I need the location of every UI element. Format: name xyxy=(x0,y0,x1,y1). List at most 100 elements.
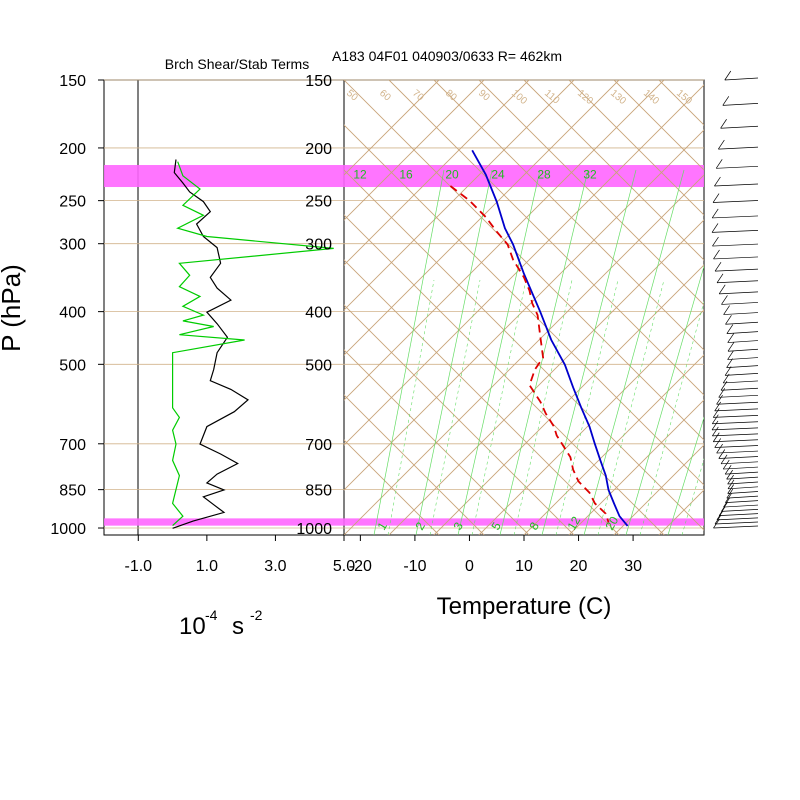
wind-barb xyxy=(725,500,759,503)
y-tick-label-right: 500 xyxy=(305,357,332,374)
wind-barb-flag xyxy=(722,96,730,106)
wind-barb-flag xyxy=(726,358,733,368)
adiabat-label: 100 xyxy=(509,88,529,107)
wind-barb-flag xyxy=(711,208,719,219)
mixing-ratio-line xyxy=(471,279,527,535)
wind-barb xyxy=(721,509,759,512)
dry-adiabat-line xyxy=(794,80,800,535)
x-label-unit-exp: -2 xyxy=(250,607,263,623)
wind-barb-flag xyxy=(727,333,735,343)
dry-adiabat-line xyxy=(388,80,704,396)
moist-adiabat-line xyxy=(667,416,704,535)
dry-adiabat-line xyxy=(344,304,575,535)
wind-barb-flag xyxy=(714,176,721,187)
dry-adiabat-line xyxy=(344,169,704,531)
moist-adiabat-label: 32 xyxy=(583,168,597,182)
wind-barb xyxy=(727,491,759,494)
wind-barbs xyxy=(711,70,759,529)
dry-adiabat-line xyxy=(344,439,440,535)
isotherm-line xyxy=(568,399,704,535)
wind-barb-flag xyxy=(711,420,719,431)
wind-barb-flag xyxy=(725,493,732,503)
wind-barb-flag xyxy=(720,454,728,465)
adiabat-label: 50 xyxy=(344,88,360,104)
wind-barb-flag xyxy=(713,249,720,260)
isotherm-line xyxy=(344,80,530,266)
wind-barb xyxy=(719,291,759,295)
series-line xyxy=(471,149,629,527)
wind-barb xyxy=(711,230,759,233)
mixing-ratio-line xyxy=(429,279,481,535)
wind-barb xyxy=(715,268,759,272)
moist-adiabat-label: 12 xyxy=(353,168,367,182)
x-tick-label-left: 5.0 xyxy=(333,558,355,575)
wind-barb xyxy=(716,280,759,284)
moist-adiabat-label: 16 xyxy=(399,168,413,182)
wind-barb-flag xyxy=(727,474,734,485)
wind-barb xyxy=(716,450,759,454)
isobar-lines xyxy=(104,79,704,529)
wind-barb-flag xyxy=(714,261,722,272)
y-tick-label-left: 700 xyxy=(59,437,86,454)
wind-barb-flag xyxy=(712,432,720,442)
wind-barb-flag xyxy=(724,70,732,81)
wind-barb-flag xyxy=(721,295,728,305)
dry-adiabat-line xyxy=(568,80,704,216)
wind-barb-flag xyxy=(718,139,725,150)
y-tick-label-left: 150 xyxy=(59,73,86,90)
mixing-ratio-line xyxy=(597,279,665,535)
dry-adiabat-line xyxy=(344,214,665,535)
wind-barb-flag xyxy=(718,388,726,398)
highlight-band xyxy=(104,165,704,188)
y-tick-label-left: 850 xyxy=(59,483,86,500)
isotherm-line xyxy=(344,80,440,176)
y-tick-label-left: 300 xyxy=(59,237,86,254)
dry-adiabat-line xyxy=(703,80,704,81)
series-line xyxy=(171,161,334,527)
mixing-ratio-line xyxy=(724,280,800,535)
y-tick-label-right: 150 xyxy=(305,73,332,90)
wind-barb xyxy=(713,439,759,443)
isotherm-line xyxy=(344,80,485,221)
series-line xyxy=(449,185,610,523)
wind-barb xyxy=(720,387,759,391)
moist-adiabat-line xyxy=(710,170,800,535)
moist-adiabat-line xyxy=(415,169,493,535)
wind-barb xyxy=(726,476,759,480)
wind-barb-flag xyxy=(714,438,722,448)
isotherm-line xyxy=(794,80,800,535)
wind-barb-flag xyxy=(720,119,727,129)
x-tick-label-right: 10 xyxy=(515,558,533,575)
y-tick-label-left: 400 xyxy=(59,305,86,322)
adiabat-label: 70 xyxy=(410,88,426,104)
dry-adiabat-line xyxy=(433,80,704,351)
x-tick-label-left: 1.0 xyxy=(196,558,218,575)
wind-barb-flag xyxy=(727,342,735,352)
wind-barb xyxy=(727,340,759,343)
wind-barb xyxy=(726,331,759,334)
wind-barb-flag xyxy=(720,381,728,391)
y-axis-label: P (hPa) xyxy=(0,264,26,352)
wind-barb-flag xyxy=(718,506,726,516)
adiabat-label: 60 xyxy=(377,88,393,104)
wind-barb-flag xyxy=(723,497,730,508)
x-tick-label-left: -1.0 xyxy=(124,558,152,575)
mixing-ratio-line xyxy=(555,279,619,535)
moist-adiabat-label: 24 xyxy=(491,168,505,182)
x-label-exp: -4 xyxy=(205,607,218,623)
wind-barb-flag xyxy=(716,443,723,454)
isotherm-line xyxy=(478,309,704,535)
adiabat-label: 150 xyxy=(674,88,694,107)
wind-barb xyxy=(716,401,759,405)
wind-barb xyxy=(712,433,759,437)
left-title: Brch Shear/Stab Terms xyxy=(165,56,309,72)
wind-barb xyxy=(726,495,759,499)
y-tick-label-right: 200 xyxy=(305,141,332,158)
mixing-ratio-line xyxy=(387,279,435,535)
wind-barb xyxy=(714,521,759,525)
dry-adiabat-line xyxy=(344,259,620,535)
wind-barb xyxy=(712,243,759,247)
mixing-ratio-line xyxy=(639,300,704,535)
dry-adiabat-line xyxy=(749,80,800,535)
